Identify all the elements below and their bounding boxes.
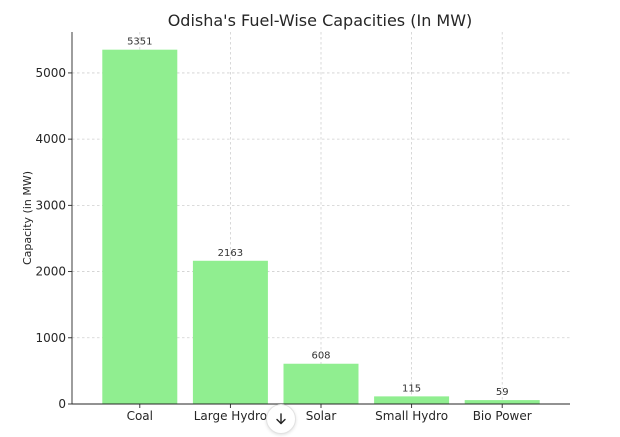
y-tick-label: 5000 <box>35 66 66 80</box>
bar-value-label: 59 <box>496 387 509 398</box>
bar <box>192 260 268 404</box>
bar <box>283 363 359 404</box>
x-tick-label: Bio Power <box>473 409 532 423</box>
bar-value-label: 115 <box>402 383 421 394</box>
y-tick-label: 4000 <box>35 132 66 146</box>
scroll-down-button[interactable] <box>266 404 296 434</box>
arrow-down-icon <box>276 413 286 425</box>
x-tick-label: Coal <box>127 409 153 423</box>
y-tick-label: 3000 <box>35 198 66 212</box>
y-axis-label: Capacity (in MW) <box>21 171 34 265</box>
y-tick-label: 1000 <box>35 331 66 345</box>
bar-value-label: 608 <box>311 351 330 362</box>
bar-value-label: 2163 <box>218 248 243 259</box>
bar-value-label: 5351 <box>127 37 152 48</box>
labels: 0 1000 2000 3000 4000 5000 5351 Coal 2163 Large H… <box>35 37 531 423</box>
y-tick-label: 2000 <box>35 265 66 279</box>
bar <box>464 400 540 404</box>
bars <box>102 49 540 405</box>
y-tick-label: 0 <box>58 397 66 411</box>
x-tick-label: Small Hydro <box>375 409 448 423</box>
axes <box>68 32 570 408</box>
chart-title: Odisha's Fuel-Wise Capacities (In MW) <box>168 11 473 30</box>
bar <box>374 396 450 404</box>
bar <box>102 49 178 405</box>
x-tick-label: Large Hydro <box>194 409 267 423</box>
x-tick-label: Solar <box>306 409 337 423</box>
